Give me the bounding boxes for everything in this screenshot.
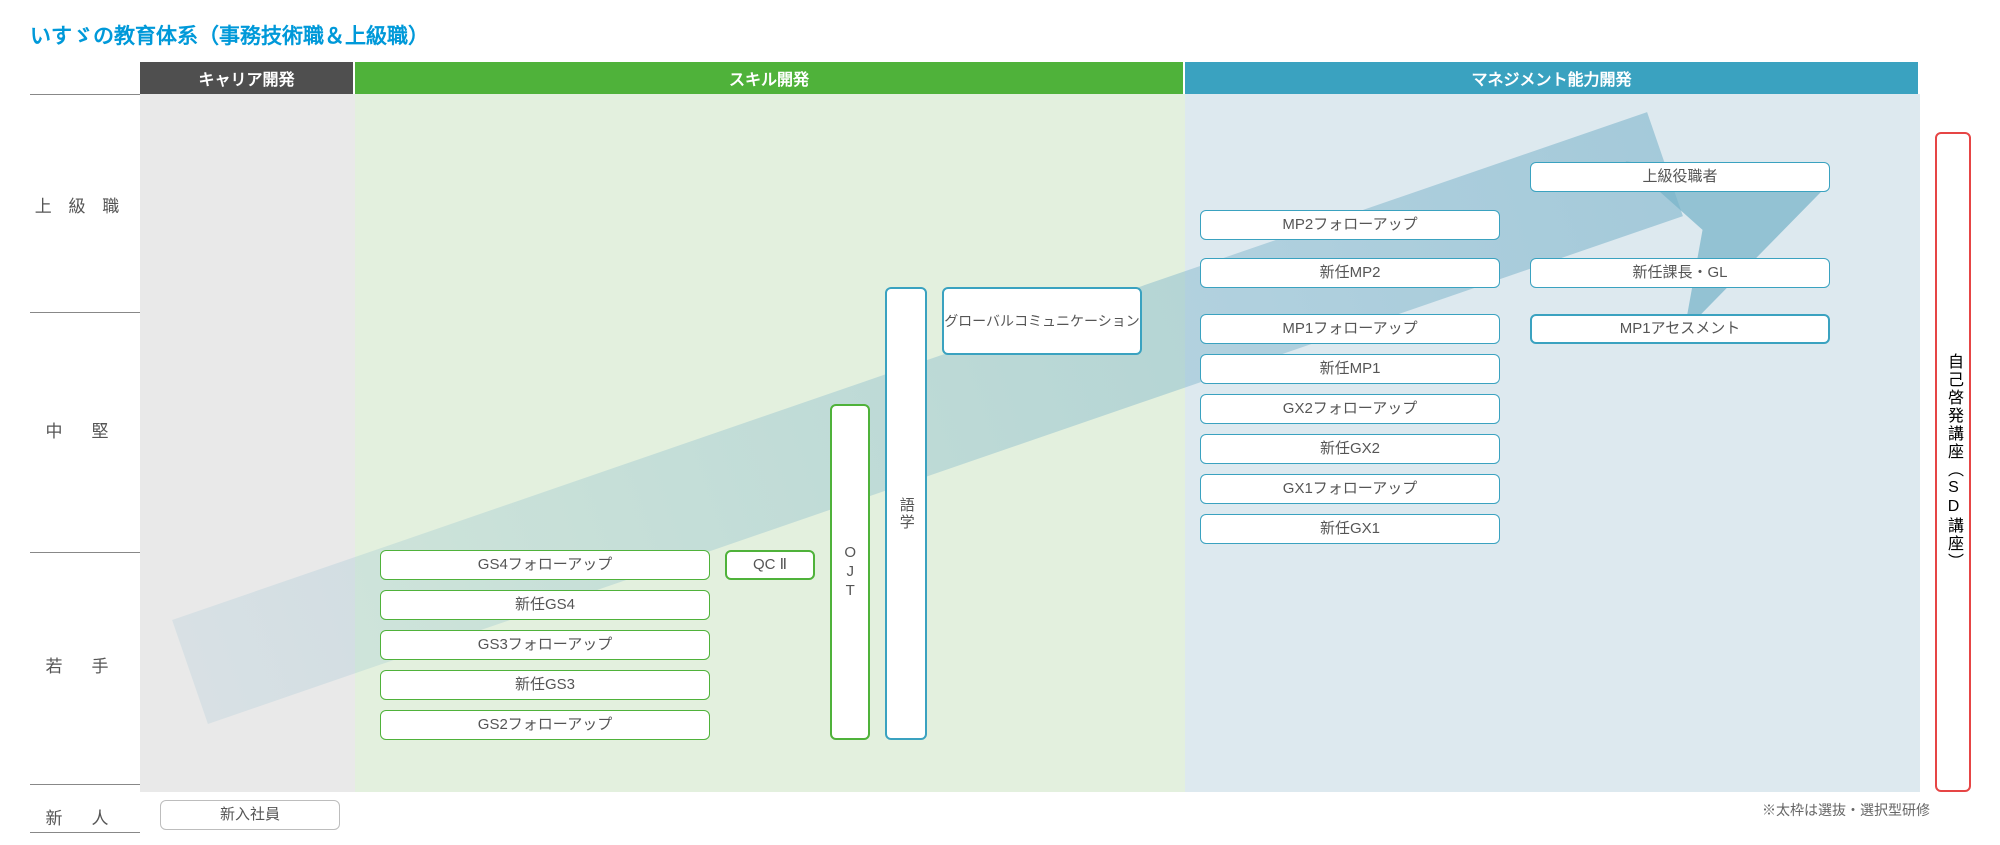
course-box-mp1_assess: MP1アセスメント <box>1530 314 1830 344</box>
course-box-mp2_new: 新任MP2 <box>1200 258 1500 288</box>
row-divider <box>30 832 140 833</box>
row-divider <box>30 784 140 785</box>
course-box-gx2_fu: GX2フォローアップ <box>1200 394 1500 424</box>
course-box-mp1_new: 新任MP1 <box>1200 354 1500 384</box>
course-box-gs3_fu: GS3フォローアップ <box>380 630 710 660</box>
course-box-career_newemp: 新入社員 <box>160 800 340 830</box>
header-end-spacer <box>1920 62 1970 94</box>
row-divider <box>30 94 140 95</box>
course-box-lang: 語学 <box>885 287 927 740</box>
header-mgmt: マネジメント能力開発 <box>1185 62 1920 94</box>
education-chart: キャリア開発 スキル開発 マネジメント能力開発 上 級 職中 堅若 手新 人 新… <box>30 62 1970 822</box>
course-box-mp2_fu: MP2フォローアップ <box>1200 210 1500 240</box>
course-box-gs3_new: 新任GS3 <box>380 670 710 700</box>
header-skill: スキル開発 <box>355 62 1185 94</box>
course-box-gx1_new: 新任GX1 <box>1200 514 1500 544</box>
course-box-new_kacho: 新任課長・GL <box>1530 258 1830 288</box>
course-box-gs4_new: 新任GS4 <box>380 590 710 620</box>
footnote: ※太枠は選抜・選択型研修 <box>1762 800 1930 820</box>
course-box-mp1_fu: MP1フォローアップ <box>1200 314 1500 344</box>
course-box-ojt: OJT <box>830 404 870 740</box>
course-box-qc2: QC Ⅱ <box>725 550 815 580</box>
row-label: 上 級 職 <box>30 192 130 217</box>
row-label: 中 堅 <box>30 417 130 442</box>
row-label: 新 人 <box>30 804 130 829</box>
page-title: いすゞの教育体系（事務技術職＆上級職） <box>30 20 1970 50</box>
course-box-gx2_new: 新任GX2 <box>1200 434 1500 464</box>
header-career: キャリア開発 <box>140 62 355 94</box>
row-label: 若 手 <box>30 652 130 677</box>
course-box-global: グローバルコミュニケーション <box>942 287 1142 355</box>
course-box-gs4_fu: GS4フォローアップ <box>380 550 710 580</box>
sd-course-label: 自己啓発講座（SD講座） <box>1941 353 1965 571</box>
growth-arrow-head-icon <box>1614 91 1866 343</box>
course-box-senior_mgr: 上級役職者 <box>1530 162 1830 192</box>
row-labels: 上 級 職中 堅若 手新 人 <box>30 94 140 792</box>
row-divider <box>30 552 140 553</box>
course-box-gs2_fu: GS2フォローアップ <box>380 710 710 740</box>
row-divider <box>30 312 140 313</box>
course-label: 語学 <box>896 497 916 531</box>
header-spacer <box>30 62 140 94</box>
course-label: OJT <box>840 544 860 601</box>
header-row: キャリア開発 スキル開発 マネジメント能力開発 <box>30 62 1970 94</box>
sd-course-box: 自己啓発講座（SD講座） <box>1935 132 1971 792</box>
course-box-gx1_fu: GX1フォローアップ <box>1200 474 1500 504</box>
